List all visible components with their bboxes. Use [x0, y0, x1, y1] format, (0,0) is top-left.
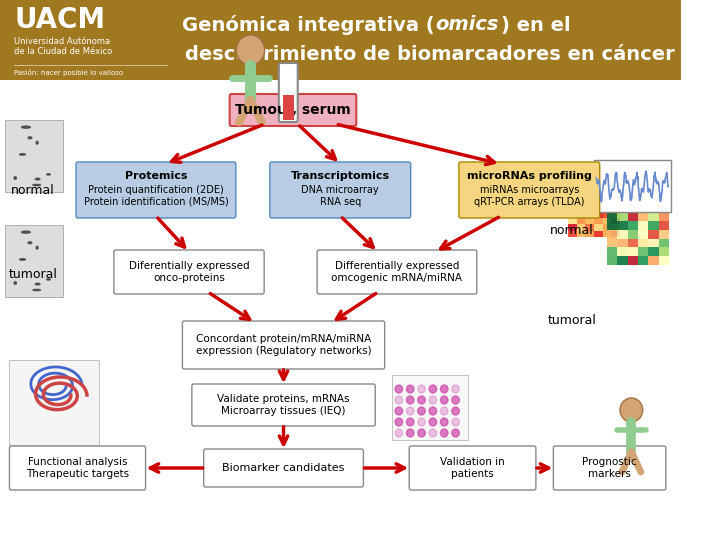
Ellipse shape — [33, 289, 40, 291]
Circle shape — [451, 396, 459, 404]
Ellipse shape — [33, 184, 40, 186]
Circle shape — [451, 418, 459, 426]
Bar — [0, 0, 680, 80]
FancyBboxPatch shape — [459, 162, 600, 218]
Circle shape — [236, 35, 265, 65]
Circle shape — [429, 429, 436, 437]
Bar — [0, 0, 175, 80]
Circle shape — [418, 429, 426, 437]
Text: Genómica integrativa (: Genómica integrativa ( — [182, 15, 435, 35]
Text: Universidad Autónoma: Universidad Autónoma — [14, 37, 110, 46]
Circle shape — [395, 418, 402, 426]
Circle shape — [406, 407, 414, 415]
Text: tumoral: tumoral — [547, 314, 596, 327]
Circle shape — [441, 429, 448, 437]
Text: miRNAs microarrays
qRT-PCR arrays (TLDA): miRNAs microarrays qRT-PCR arrays (TLDA) — [474, 185, 585, 207]
Circle shape — [441, 407, 448, 415]
Ellipse shape — [22, 231, 30, 233]
Ellipse shape — [28, 242, 32, 244]
Ellipse shape — [14, 282, 17, 285]
FancyBboxPatch shape — [9, 360, 99, 445]
Text: Pasión: hacer posible lo valioso: Pasión: hacer posible lo valioso — [14, 70, 123, 77]
Text: Validation in
patients: Validation in patients — [440, 457, 505, 479]
Circle shape — [406, 429, 414, 437]
Ellipse shape — [35, 283, 40, 285]
Text: Biomarker candidates: Biomarker candidates — [222, 463, 345, 473]
Text: microRNAs profiling: microRNAs profiling — [467, 171, 592, 181]
FancyBboxPatch shape — [317, 250, 477, 294]
FancyBboxPatch shape — [409, 446, 536, 490]
FancyBboxPatch shape — [554, 446, 666, 490]
Ellipse shape — [19, 259, 25, 260]
Text: Differentially expressed
omcogenic mRNA/miRNA: Differentially expressed omcogenic mRNA/… — [331, 261, 462, 283]
Circle shape — [620, 398, 643, 422]
Circle shape — [451, 385, 459, 393]
Circle shape — [395, 396, 402, 404]
Text: Diferentially expressed
onco-proteins: Diferentially expressed onco-proteins — [129, 261, 249, 283]
Text: UACM: UACM — [14, 6, 105, 34]
Text: tumoral: tumoral — [9, 268, 58, 281]
FancyBboxPatch shape — [279, 63, 297, 122]
Text: normal: normal — [550, 224, 594, 237]
Ellipse shape — [36, 246, 38, 249]
Circle shape — [429, 385, 436, 393]
Ellipse shape — [35, 178, 40, 180]
Text: ――――――――――――――――――――――: ―――――――――――――――――――――― — [14, 62, 168, 68]
Circle shape — [441, 385, 448, 393]
FancyBboxPatch shape — [192, 384, 375, 426]
Text: Validate proteins, mRNAs
Microarray tissues (IEQ): Validate proteins, mRNAs Microarray tiss… — [217, 394, 350, 416]
Circle shape — [429, 396, 436, 404]
Ellipse shape — [47, 279, 50, 280]
Circle shape — [418, 385, 426, 393]
FancyBboxPatch shape — [270, 162, 410, 218]
Text: Protemics: Protemics — [125, 171, 187, 181]
Ellipse shape — [22, 126, 30, 129]
Circle shape — [418, 418, 426, 426]
Circle shape — [441, 418, 448, 426]
FancyBboxPatch shape — [5, 225, 63, 297]
Text: Tumour, serum: Tumour, serum — [235, 103, 351, 117]
Circle shape — [451, 429, 459, 437]
Text: ) en el: ) en el — [501, 16, 570, 35]
Ellipse shape — [19, 153, 25, 155]
FancyBboxPatch shape — [204, 449, 364, 487]
Circle shape — [395, 429, 402, 437]
Circle shape — [406, 396, 414, 404]
Circle shape — [406, 385, 414, 393]
Bar — [282, 95, 294, 120]
Text: DNA microarray
RNA seq: DNA microarray RNA seq — [302, 185, 379, 207]
Circle shape — [451, 407, 459, 415]
Circle shape — [418, 396, 426, 404]
Ellipse shape — [36, 141, 38, 144]
Ellipse shape — [28, 137, 32, 139]
Text: omics: omics — [436, 16, 499, 35]
Circle shape — [395, 385, 402, 393]
Text: normal: normal — [12, 184, 55, 197]
FancyBboxPatch shape — [5, 120, 63, 192]
FancyBboxPatch shape — [593, 160, 671, 212]
Circle shape — [441, 396, 448, 404]
FancyBboxPatch shape — [76, 162, 236, 218]
Text: Protein quantification (2DE)
Protein identification (MS/MS): Protein quantification (2DE) Protein ide… — [84, 185, 228, 207]
FancyBboxPatch shape — [392, 375, 468, 440]
FancyBboxPatch shape — [182, 321, 384, 369]
FancyBboxPatch shape — [114, 250, 264, 294]
Ellipse shape — [14, 177, 17, 179]
Text: Concordant protein/mRNA/miRNA
expression (Regulatory networks): Concordant protein/mRNA/miRNA expression… — [196, 334, 372, 356]
Text: Prognostic
markers: Prognostic markers — [582, 457, 637, 479]
Circle shape — [418, 407, 426, 415]
Circle shape — [429, 418, 436, 426]
Text: descubrimiento de biomarcadores en cáncer: descubrimiento de biomarcadores en cánce… — [185, 45, 675, 64]
Ellipse shape — [47, 174, 50, 175]
Text: Transcriptomics: Transcriptomics — [291, 171, 390, 181]
FancyBboxPatch shape — [230, 94, 356, 126]
FancyBboxPatch shape — [9, 446, 145, 490]
Circle shape — [406, 418, 414, 426]
Circle shape — [395, 407, 402, 415]
Text: Functional analysis
Therapeutic targets: Functional analysis Therapeutic targets — [26, 457, 129, 479]
Circle shape — [429, 407, 436, 415]
Text: de la Ciudad de México: de la Ciudad de México — [14, 48, 112, 57]
